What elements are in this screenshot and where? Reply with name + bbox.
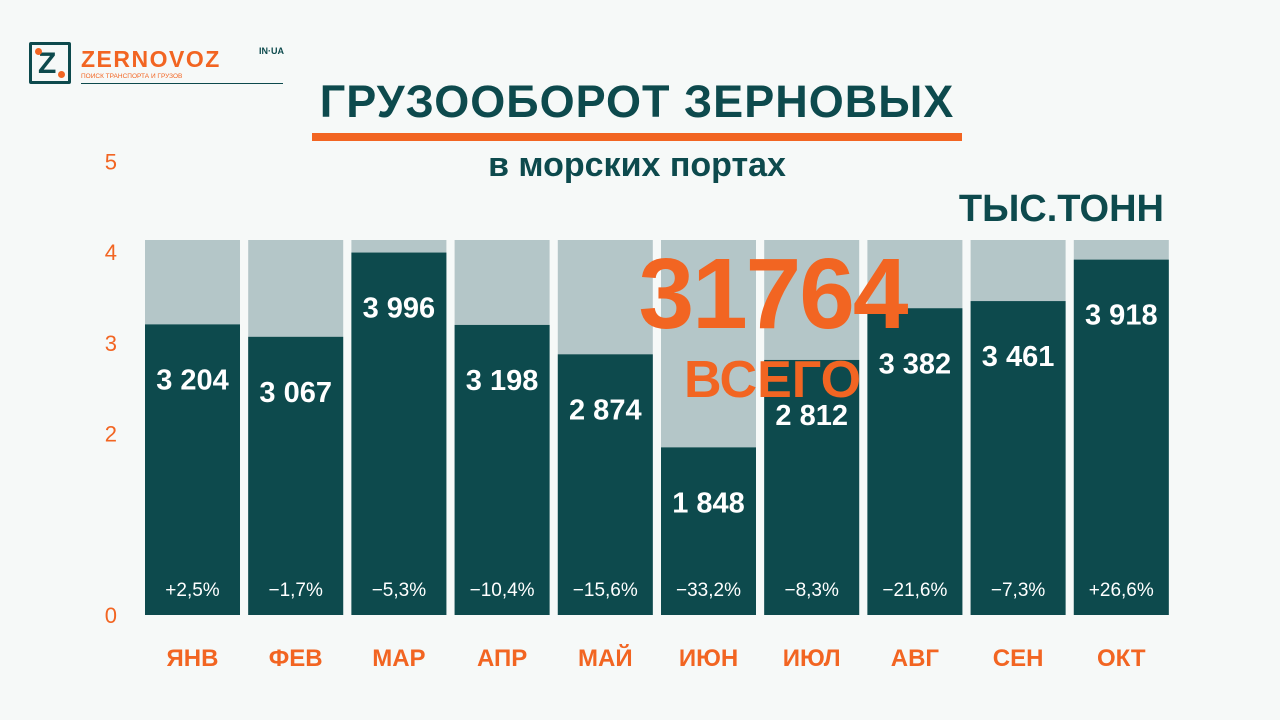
logo-domain: IN·UA [259, 46, 284, 56]
total-value: 31764 [638, 238, 908, 350]
x-tick-label: МАР [372, 645, 425, 672]
x-tick-label: ОКТ [1097, 645, 1146, 672]
logo-tagline: ПОИСК ТРАНСПОРТА И ГРУЗОВ [81, 73, 183, 80]
unit-label: ТЫС.ТОНН [958, 188, 1164, 230]
bar [351, 252, 447, 615]
x-tick-label: АВГ [891, 645, 940, 672]
y-tick-label: 0 [105, 603, 117, 628]
change-label: −21,6% [882, 580, 947, 601]
bar-value-label: 3 204 [156, 364, 229, 396]
bar [1073, 259, 1169, 615]
bar-value-label: 3 198 [466, 365, 539, 397]
bar-value-label: 3 067 [259, 377, 332, 409]
bar-value-label: 3 918 [1085, 300, 1158, 332]
logo-dot-icon [35, 48, 42, 55]
y-tick-label: 3 [105, 331, 117, 356]
x-tick-label: ИЮЛ [783, 645, 841, 672]
chart-title: ГРУЗООБОРОТ ЗЕРНОВЫХ [319, 76, 955, 127]
x-tick-label: СЕН [993, 645, 1044, 672]
zernovoz-logo: Z ZERNOVOZ IN·UA ПОИСК ТРАНСПОРТА И ГРУЗ… [29, 42, 309, 87]
bar-value-label: 3 461 [982, 341, 1055, 373]
change-label: −1,7% [268, 580, 323, 601]
logo-z-icon: Z [29, 42, 71, 84]
bar-value-label: 3 382 [879, 348, 952, 380]
change-label: −15,6% [573, 580, 638, 601]
bar [764, 359, 860, 615]
bar [661, 447, 756, 615]
bar [145, 324, 240, 615]
change-label: −33,2% [676, 580, 741, 601]
bar-value-label: 3 996 [363, 293, 436, 325]
bar-value-label: 1 848 [672, 487, 745, 519]
bar [970, 301, 1066, 615]
change-label: +2,5% [165, 580, 220, 601]
x-tick-label: МАЙ [578, 644, 633, 672]
y-tick-label: 2 [105, 422, 117, 447]
change-label: −10,4% [470, 580, 535, 601]
x-tick-label: ЯНВ [167, 645, 219, 672]
bar [867, 308, 963, 615]
change-label: +26,6% [1089, 580, 1154, 601]
x-tick-label: АПР [477, 645, 527, 672]
bar-value-label: 2 812 [775, 400, 848, 432]
logo-dot-icon [58, 71, 65, 78]
change-label: −5,3% [372, 580, 427, 601]
y-tick-label: 5 [105, 150, 117, 175]
title-underline [312, 133, 962, 141]
logo-letter: Z [38, 47, 57, 80]
bar-value-label: 2 874 [569, 394, 642, 426]
bar [248, 336, 344, 615]
bar [454, 324, 550, 615]
change-label: −7,3% [991, 580, 1046, 601]
total-label: ВСЕГО [683, 351, 862, 409]
x-tick-label: ФЕВ [269, 645, 323, 672]
logo-underline [81, 83, 283, 84]
change-label: −8,3% [784, 580, 839, 601]
logo-name: ZERNOVOZ [81, 46, 221, 72]
chart-subtitle: в морских портах [488, 146, 786, 184]
bar [557, 354, 653, 615]
y-tick-label: 4 [105, 240, 117, 265]
x-tick-label: ИЮН [679, 645, 738, 672]
